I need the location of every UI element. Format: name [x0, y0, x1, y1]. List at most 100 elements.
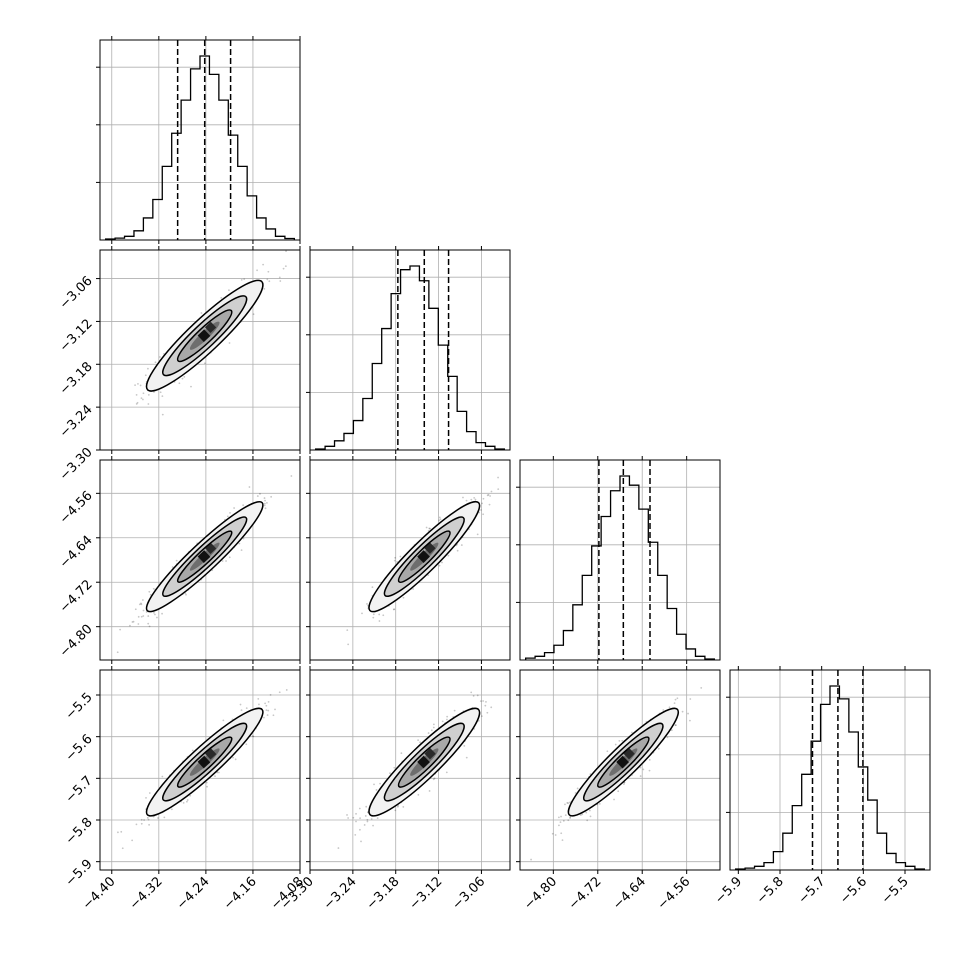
contour-line: [597, 736, 650, 788]
x-tick-label: −4.40: [80, 874, 119, 913]
sample-point: [473, 496, 476, 499]
sample-point: [482, 700, 485, 702]
sample-point: [274, 708, 276, 711]
contour-line: [397, 530, 451, 583]
sample-point: [214, 775, 216, 778]
sample-point: [569, 816, 572, 818]
sample-point: [258, 703, 260, 706]
sample-point: [432, 726, 435, 729]
sample-point: [267, 270, 270, 273]
sample-point: [259, 492, 261, 495]
sample-point: [140, 615, 143, 618]
sample-point: [621, 739, 624, 742]
y-tick-label: −3.24: [57, 402, 96, 441]
sample-point: [460, 544, 463, 546]
sample-point: [285, 250, 287, 253]
sample-point: [569, 801, 571, 804]
sample-point: [618, 739, 621, 742]
scatter-panel-2-3: [519, 669, 721, 871]
sample-point: [441, 720, 444, 723]
sample-point: [148, 792, 151, 794]
sample-point: [689, 698, 692, 700]
sample-point: [178, 382, 181, 385]
sample-point: [560, 815, 562, 818]
sample-point: [129, 624, 131, 627]
sample-point: [581, 813, 584, 816]
sample-point: [490, 490, 493, 493]
sample-point: [689, 719, 691, 722]
sample-point: [153, 611, 155, 614]
sample-point: [438, 516, 441, 519]
sample-point: [586, 819, 589, 822]
sample-point: [221, 560, 224, 562]
sample-point: [425, 526, 428, 529]
sample-point: [470, 691, 473, 694]
sample-point: [266, 502, 268, 504]
sample-point: [476, 533, 479, 536]
sample-point: [453, 709, 456, 712]
sample-point: [389, 772, 391, 775]
sample-point: [598, 802, 601, 805]
sample-point: [278, 691, 281, 694]
density-peak: [424, 748, 436, 760]
sample-point: [487, 493, 490, 496]
sample-point: [445, 771, 448, 774]
sample-point: [670, 729, 673, 732]
sample-point: [269, 693, 272, 696]
sample-point: [263, 502, 266, 505]
sample-point: [480, 509, 482, 511]
sample-point: [402, 806, 405, 808]
sample-point: [191, 749, 194, 752]
contour-line: [397, 736, 451, 788]
sample-point: [152, 587, 155, 590]
sample-point: [252, 735, 255, 738]
sample-point: [564, 803, 566, 806]
sample-point: [476, 694, 479, 697]
sample-point: [438, 564, 441, 567]
sample-point: [569, 817, 571, 819]
x-tick-label: −3.18: [364, 874, 403, 913]
sample-point: [147, 615, 150, 617]
sample-point: [393, 559, 396, 562]
sample-point: [240, 278, 243, 281]
contour-line: [567, 707, 680, 817]
sample-point: [140, 602, 142, 605]
sample-point: [242, 504, 245, 507]
sample-point: [372, 613, 375, 616]
sample-point: [347, 817, 350, 819]
sample-point: [154, 361, 157, 364]
sample-point: [147, 622, 150, 625]
sample-point: [347, 643, 350, 646]
sample-point: [233, 507, 236, 509]
sample-point: [262, 263, 265, 266]
sample-point: [170, 808, 173, 811]
sample-point: [147, 818, 150, 821]
sample-point: [206, 785, 208, 788]
contour-line: [162, 295, 248, 377]
density-peak: [197, 329, 211, 343]
sample-point: [256, 269, 258, 272]
sample-point: [147, 403, 150, 405]
sample-point: [472, 695, 475, 697]
y-tick-label: −5.7: [63, 773, 96, 806]
sample-point: [355, 812, 357, 815]
y-tick-label: −3.18: [57, 359, 96, 398]
scatter-panel-1-2: [309, 459, 511, 661]
sample-point: [203, 362, 206, 365]
sample-point: [140, 822, 143, 825]
density-contours: [567, 707, 680, 817]
sample-point: [279, 280, 282, 282]
sample-point: [228, 556, 231, 559]
hist-panel-2: [516, 459, 721, 661]
y-tick-label: −3.12: [57, 316, 96, 355]
sample-point: [470, 498, 473, 501]
sample-point: [240, 549, 243, 551]
sample-point: [489, 495, 492, 497]
sample-point: [485, 700, 487, 703]
sample-point: [376, 817, 379, 819]
scatter-panel-0-1: [99, 249, 301, 451]
x-tick-label: −3.12: [407, 874, 446, 913]
sample-point: [263, 716, 265, 719]
sample-point: [251, 735, 254, 738]
sample-point: [474, 498, 477, 501]
